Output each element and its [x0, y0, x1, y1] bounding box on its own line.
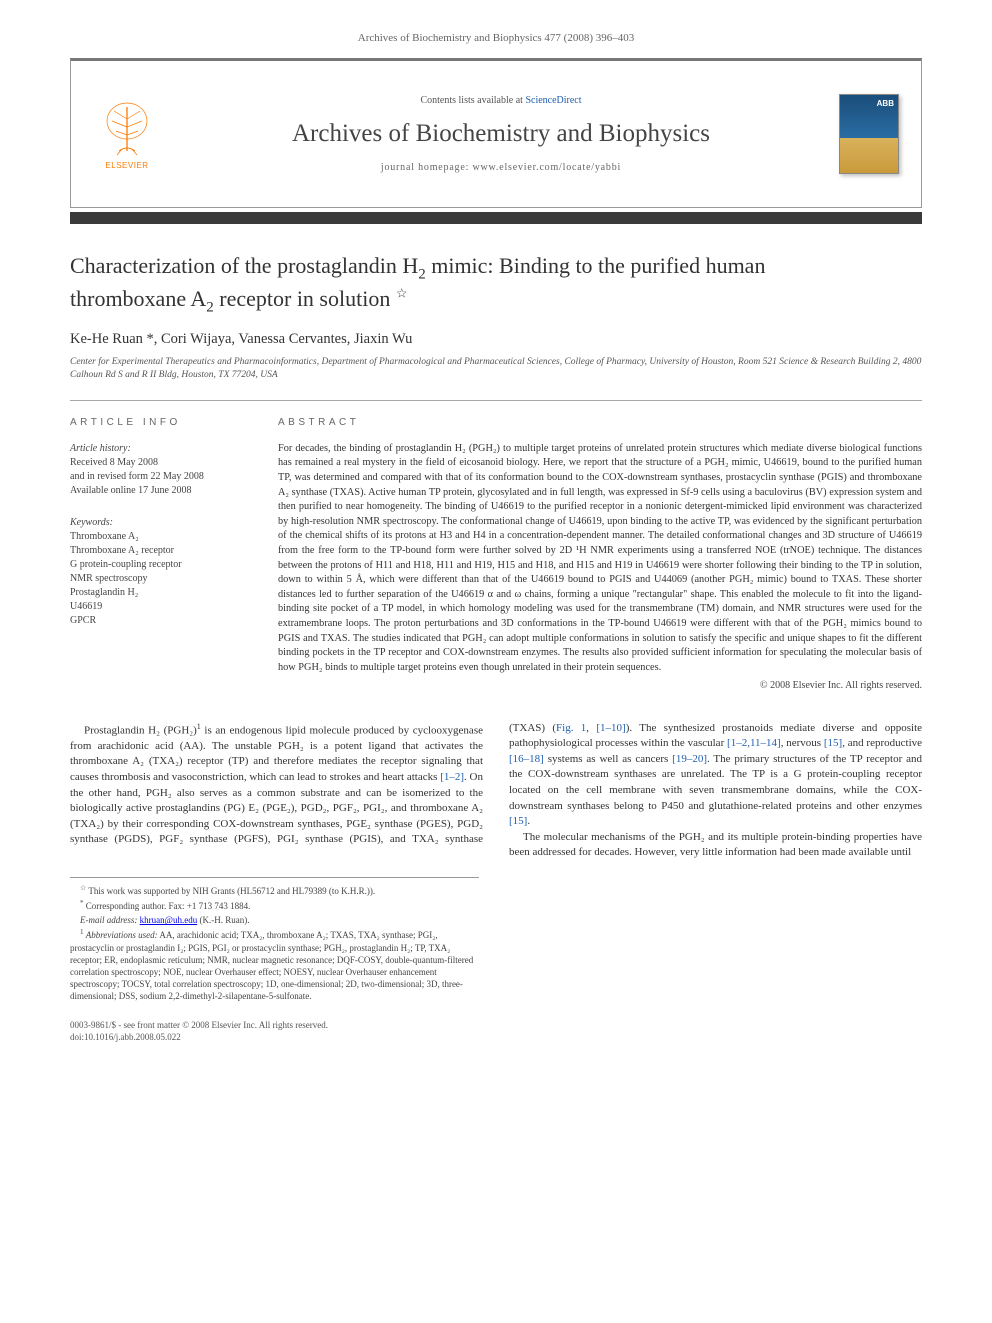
body-p1f: , nervous: [781, 737, 824, 749]
ref-link[interactable]: [19–20]: [672, 753, 707, 765]
ref-link[interactable]: [15]: [509, 815, 527, 827]
keyword-item: Thromboxane A₂ receptor: [70, 544, 250, 558]
title-footnote-star: ☆: [396, 285, 408, 300]
elsevier-label: ELSEVIER: [105, 161, 148, 170]
article-info-heading: ARTICLE INFO: [70, 417, 250, 428]
ref-link[interactable]: [1–2,11–14]: [727, 737, 781, 749]
history-revised: and in revised form 22 May 2008: [70, 470, 250, 484]
footnote-email-tail: (K.-H. Ruan).: [197, 915, 249, 925]
footnote-grant: This work was supported by NIH Grants (H…: [88, 886, 375, 896]
sciencedirect-link[interactable]: ScienceDirect: [525, 95, 581, 106]
history-online: Available online 17 June 2008: [70, 484, 250, 498]
footnote-abbrev-text: AA, arachidonic acid; TXA₂, thromboxane …: [70, 930, 473, 1001]
ref-link[interactable]: [1–2]: [440, 771, 464, 783]
keywords-label: Keywords:: [70, 516, 250, 530]
journal-cover-thumb: ABB: [839, 94, 899, 174]
footnote-email-link[interactable]: khruan@uh.edu: [140, 915, 198, 925]
article-history: Article history: Received 8 May 2008 and…: [70, 442, 250, 498]
body-p1j: .: [527, 815, 530, 827]
title-sub2: 2: [206, 299, 214, 315]
keyword-item: U46619: [70, 600, 250, 614]
journal-header: ELSEVIER Contents lists available at Sci…: [70, 58, 922, 208]
separator-bar: [70, 212, 922, 224]
body-p1g: , and reproductive: [842, 737, 922, 749]
abstract-text: For decades, the binding of prostaglandi…: [278, 442, 922, 676]
footnote-star-icon: ☆: [80, 884, 86, 892]
keyword-item: GPCR: [70, 614, 250, 628]
author-list: Ke-He Ruan *, Cori Wijaya, Vanessa Cerva…: [70, 331, 922, 348]
elsevier-logo: ELSEVIER: [91, 92, 163, 177]
figure-link[interactable]: Fig. 1: [556, 722, 586, 734]
title-part1b: mimic: Binding to the purified human: [426, 253, 766, 278]
title-part1: Characterization of the prostaglandin H: [70, 253, 418, 278]
footnotes: ☆ This work was supported by NIH Grants …: [70, 877, 479, 1002]
keyword-item: Prostaglandin H₂: [70, 586, 250, 600]
keyword-item: NMR spectroscopy: [70, 572, 250, 586]
affiliation: Center for Experimental Therapeutics and…: [70, 356, 922, 382]
journal-name: Archives of Biochemistry and Biophysics: [163, 120, 839, 148]
footnote-abbrev-label: Abbreviations used:: [86, 930, 158, 940]
history-label: Article history:: [70, 442, 250, 456]
front-matter-line1: 0003-9861/$ - see front matter © 2008 El…: [70, 1020, 922, 1032]
front-matter-block: 0003-9861/$ - see front matter © 2008 El…: [70, 1020, 922, 1043]
ref-link[interactable]: [15]: [824, 737, 842, 749]
keyword-item: G protein-coupling receptor: [70, 558, 250, 572]
keyword-item: Thromboxane A₂: [70, 530, 250, 544]
doi-line: doi:10.1016/j.abb.2008.05.022: [70, 1032, 922, 1044]
title-part2b: receptor in solution: [214, 286, 396, 311]
history-received: Received 8 May 2008: [70, 456, 250, 470]
cover-abbrev: ABB: [877, 99, 894, 108]
body-paragraph-2: The molecular mechanisms of the PGH₂ and…: [509, 830, 922, 861]
title-part2a: thromboxane A: [70, 286, 206, 311]
homepage-url[interactable]: www.elsevier.com/locate/yabbi: [472, 162, 621, 173]
footnote-abbrev-icon: 1: [80, 928, 84, 936]
keywords-block: Keywords: Thromboxane A₂ Thromboxane A₂ …: [70, 516, 250, 628]
footnote-corr: Corresponding author. Fax: +1 713 743 18…: [86, 901, 251, 911]
abstract-copyright: © 2008 Elsevier Inc. All rights reserved…: [278, 680, 922, 691]
ref-link[interactable]: [1–10]: [596, 722, 625, 734]
contents-prefix: Contents lists available at: [420, 95, 525, 106]
ref-link[interactable]: [16–18]: [509, 753, 544, 765]
footnote-email-label: E-mail address:: [80, 915, 140, 925]
footnote-corr-icon: *: [80, 899, 84, 907]
homepage-prefix: journal homepage:: [381, 162, 473, 173]
elsevier-tree-icon: [100, 99, 154, 159]
body-columns: Prostaglandin H₂ (PGH₂)1 is an endogenou…: [70, 721, 922, 861]
body-p1d: ,: [586, 722, 596, 734]
running-citation: Archives of Biochemistry and Biophysics …: [70, 32, 922, 44]
journal-homepage-line: journal homepage: www.elsevier.com/locat…: [163, 162, 839, 173]
body-p1a: Prostaglandin H₂ (PGH₂): [84, 724, 197, 736]
body-p1h: systems as well as cancers: [544, 753, 672, 765]
article-title: Characterization of the prostaglandin H2…: [70, 252, 922, 317]
title-sub1: 2: [418, 266, 426, 282]
abstract-heading: ABSTRACT: [278, 417, 922, 428]
contents-lists-line: Contents lists available at ScienceDirec…: [163, 95, 839, 106]
